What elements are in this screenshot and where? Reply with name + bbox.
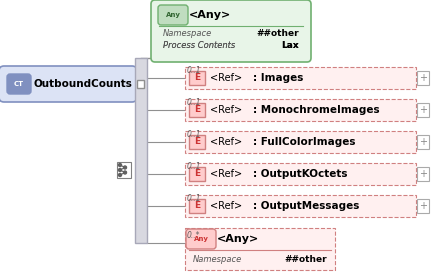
Text: E: E — [194, 73, 200, 82]
Bar — [189, 71, 205, 85]
Bar — [189, 103, 205, 117]
Text: <Ref>: <Ref> — [210, 73, 242, 83]
FancyBboxPatch shape — [7, 74, 31, 94]
Text: <Any>: <Any> — [217, 234, 259, 244]
Text: Namespace: Namespace — [163, 30, 212, 39]
Text: +: + — [419, 105, 427, 115]
Bar — [185, 67, 416, 89]
Text: ##other: ##other — [257, 30, 299, 39]
Bar — [185, 163, 416, 185]
Text: <Ref>: <Ref> — [210, 201, 242, 211]
FancyBboxPatch shape — [0, 66, 137, 102]
FancyBboxPatch shape — [158, 5, 188, 25]
Bar — [185, 99, 416, 121]
Bar — [189, 135, 205, 149]
Bar — [417, 71, 429, 85]
Bar — [417, 199, 429, 213]
Bar — [185, 131, 416, 153]
Text: : Images: : Images — [253, 73, 303, 83]
Text: <Ref>: <Ref> — [210, 105, 242, 115]
Text: 0..1: 0..1 — [187, 98, 201, 107]
Text: 0..1: 0..1 — [187, 130, 201, 139]
Text: +: + — [419, 169, 427, 179]
Bar — [185, 195, 416, 217]
Bar — [135, 58, 147, 243]
Text: Lax: Lax — [281, 41, 299, 50]
Text: CT: CT — [14, 81, 24, 87]
Circle shape — [124, 166, 126, 169]
FancyBboxPatch shape — [186, 229, 216, 249]
Bar — [417, 167, 429, 181]
Text: 0..*: 0..* — [187, 231, 201, 240]
Bar — [189, 199, 205, 213]
Text: : FullColorImages: : FullColorImages — [253, 137, 356, 147]
Text: +: + — [419, 201, 427, 211]
Bar — [185, 228, 335, 270]
Text: E: E — [194, 105, 200, 115]
Text: ##other: ##other — [284, 255, 327, 264]
Text: 0..1: 0..1 — [187, 194, 201, 203]
Text: <Ref>: <Ref> — [210, 169, 242, 179]
Text: OutboundCounts: OutboundCounts — [33, 79, 132, 89]
Circle shape — [118, 169, 121, 172]
Bar — [417, 135, 429, 149]
Text: Process Contents: Process Contents — [163, 41, 235, 50]
Bar — [117, 162, 131, 178]
Circle shape — [118, 164, 121, 167]
Text: E: E — [194, 201, 200, 210]
Text: : MonochromeImages: : MonochromeImages — [253, 105, 380, 115]
Text: +: + — [419, 73, 427, 83]
Bar — [417, 103, 429, 117]
Text: : OutputKOctets: : OutputKOctets — [253, 169, 347, 179]
Text: E: E — [194, 138, 200, 147]
Bar — [189, 167, 205, 181]
Circle shape — [118, 173, 121, 176]
Circle shape — [124, 171, 126, 174]
Bar — [137, 80, 144, 88]
Text: Process Contents: Process Contents — [163, 41, 235, 50]
Text: Any: Any — [194, 236, 208, 242]
Text: Lax: Lax — [281, 41, 299, 50]
Text: 0..1: 0..1 — [187, 162, 201, 171]
Text: <Ref>: <Ref> — [210, 137, 242, 147]
Text: : OutputMessages: : OutputMessages — [253, 201, 359, 211]
Text: Any: Any — [166, 12, 180, 18]
FancyBboxPatch shape — [151, 0, 311, 62]
Text: E: E — [194, 170, 200, 178]
Text: <Any>: <Any> — [189, 10, 231, 20]
Text: 0..1: 0..1 — [187, 66, 201, 75]
Text: Namespace: Namespace — [193, 255, 242, 264]
Text: +: + — [419, 137, 427, 147]
